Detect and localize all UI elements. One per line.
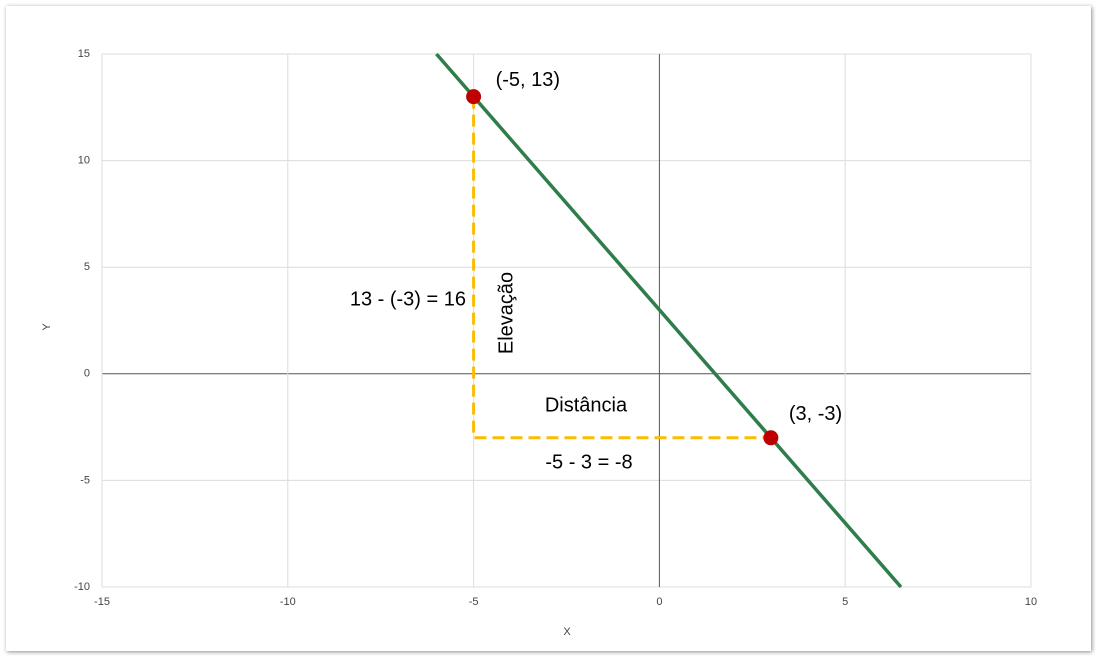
annotation: -5 - 3 = -8 (545, 451, 632, 473)
y-tick-label: -5 (80, 474, 90, 486)
x-tick-label: -15 (94, 596, 110, 608)
x-tick-label: -10 (280, 596, 296, 608)
y-tick-label: 0 (84, 368, 90, 380)
point-label: (-5, 13) (496, 69, 560, 91)
y-tick-label: 10 (78, 155, 90, 167)
card (6, 6, 1091, 651)
x-tick-label: 5 (842, 596, 848, 608)
x-tick-label: 10 (1025, 596, 1037, 608)
guide-line (472, 96, 771, 440)
annotation: Elevação (495, 272, 517, 354)
y-axis-label: Y (41, 323, 53, 331)
x-axis-label: X (563, 626, 571, 638)
annotation: Distância (545, 394, 628, 416)
annotation: 13 - (-3) = 16 (350, 288, 466, 310)
data-point (763, 430, 779, 446)
y-tick-label: -10 (74, 581, 90, 593)
point-label: (3, -3) (789, 403, 842, 425)
data-line (435, 52, 903, 589)
x-tick-label: 0 (656, 596, 662, 608)
y-tick-label: 15 (78, 48, 90, 60)
data-point (466, 89, 482, 105)
y-tick-label: 5 (84, 261, 90, 273)
x-tick-label: -5 (469, 596, 479, 608)
